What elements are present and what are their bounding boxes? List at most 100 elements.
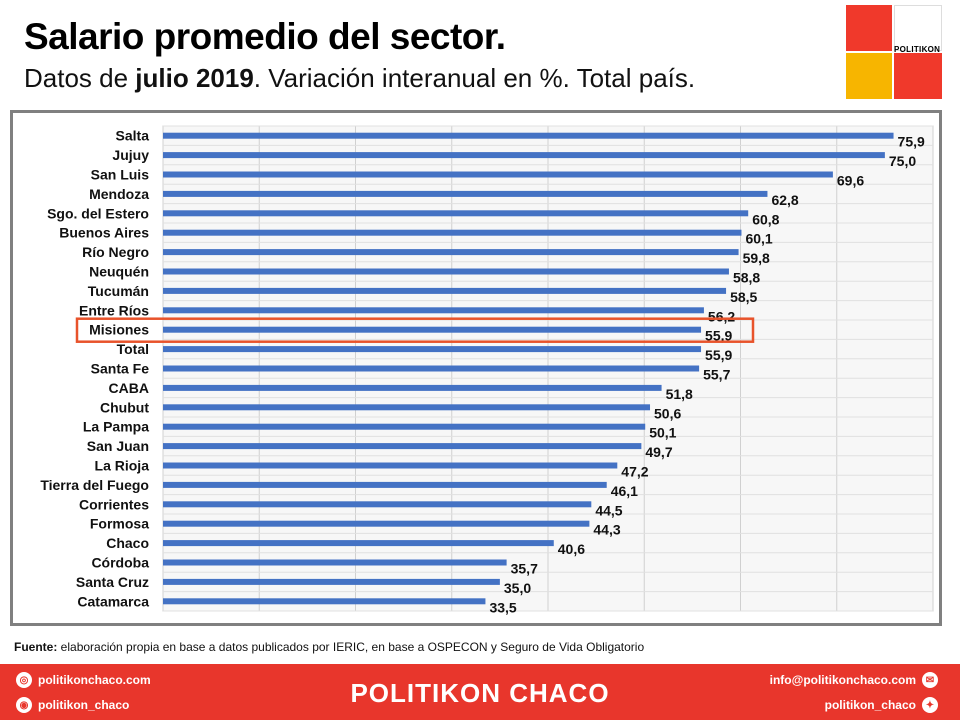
category-label: CABA (109, 380, 149, 396)
source-note: Fuente: elaboración propia en base a dat… (14, 640, 644, 654)
category-label: Neuquén (89, 264, 149, 280)
value-label: 60,8 (752, 211, 779, 227)
bar (163, 365, 700, 372)
bar (163, 423, 646, 430)
bar (163, 384, 662, 391)
politikon-logo: POLITIKON (846, 5, 942, 99)
page-subtitle: Datos de julio 2019. Variación interanua… (24, 63, 695, 94)
footer-email[interactable]: info@politikonchaco.com ✉ (770, 672, 938, 688)
value-label: 55,9 (705, 328, 732, 344)
value-label: 58,8 (733, 270, 760, 286)
footer-instagram-text: politikon_chaco (38, 698, 130, 712)
footer-email-text: info@politikonchaco.com (769, 673, 916, 687)
category-label: Jujuy (112, 147, 149, 163)
value-label: 59,8 (743, 250, 770, 266)
logo-square-yellow (846, 53, 892, 99)
highlight-box (75, 317, 755, 343)
category-label: Córdoba (91, 555, 149, 571)
category-label: Santa Cruz (76, 574, 149, 590)
category-label: San Juan (87, 438, 149, 454)
page-title: Salario promedio del sector. (24, 16, 506, 57)
bar (163, 443, 642, 450)
bar (163, 307, 704, 314)
bar (163, 210, 749, 217)
category-label: Tucumán (88, 283, 149, 299)
subtitle-suffix: . Variación interanual en %. Total país. (253, 63, 696, 93)
value-label: 75,0 (889, 153, 916, 169)
bar (163, 326, 702, 333)
bar-chart: Salta 75,9 Jujuy 75,0 San Luis 69,6 Mendoza 62,… (40, 125, 934, 615)
category-label: La Rioja (95, 458, 150, 474)
bar (163, 249, 739, 256)
value-label: 55,9 (705, 347, 732, 363)
value-label: 47,2 (621, 464, 648, 480)
value-label: 49,7 (645, 444, 672, 460)
value-label: 69,6 (837, 173, 864, 189)
category-label: Mendoza (89, 186, 149, 202)
logo-square-red-bottom (894, 53, 942, 99)
footer-twitter-text: politikon_chaco (824, 698, 916, 712)
bar (163, 287, 727, 294)
footer-bar: ◎ politikonchaco.com ◉ politikon_chaco POL… (0, 664, 960, 720)
value-label: 75,9 (898, 134, 925, 150)
value-label: 44,3 (593, 522, 620, 538)
category-label: Salta (116, 128, 150, 144)
bar (163, 578, 500, 585)
value-label: 35,7 (511, 561, 538, 577)
bar (163, 404, 651, 411)
bar (163, 540, 554, 547)
bar (163, 501, 592, 508)
value-label: 50,1 (649, 425, 676, 441)
footer-web-text: politikonchaco.com (38, 673, 151, 687)
footer-web[interactable]: ◎ politikonchaco.com (16, 672, 151, 688)
bar (163, 171, 833, 178)
bar (163, 481, 607, 488)
category-label: Tierra del Fuego (40, 477, 149, 493)
globe-icon: ◎ (16, 672, 32, 688)
source-label: Fuente: (14, 640, 58, 654)
value-label: 35,0 (504, 580, 531, 596)
twitter-icon: ✦ (922, 697, 938, 713)
bar (163, 229, 742, 236)
chart-panel: Salta 75,9 Jujuy 75,0 San Luis 69,6 Mendoza 62,… (10, 110, 942, 626)
category-label: Corrientes (79, 496, 149, 512)
category-label: Misiones (89, 322, 149, 338)
footer-twitter[interactable]: politikon_chaco ✦ (825, 697, 938, 713)
category-label: Buenos Aires (59, 225, 149, 241)
category-label: Formosa (90, 516, 149, 532)
value-label: 55,7 (703, 367, 730, 383)
bar (163, 559, 507, 566)
logo-text: POLITIKON (894, 45, 941, 54)
value-label: 60,1 (745, 231, 772, 247)
value-label: 62,8 (771, 192, 798, 208)
footer-instagram[interactable]: ◉ politikon_chaco (16, 697, 129, 713)
subtitle-prefix: Datos de (24, 63, 136, 93)
instagram-icon: ◉ (16, 697, 32, 713)
bar (163, 462, 618, 469)
category-label: Chaco (106, 535, 149, 551)
value-label: 46,1 (611, 483, 638, 499)
bar (163, 598, 486, 605)
category-label: Catamarca (77, 593, 149, 609)
bar (163, 190, 768, 197)
bar (163, 346, 702, 353)
category-label: Río Negro (82, 244, 149, 260)
value-label: 58,5 (730, 289, 757, 305)
email-icon: ✉ (922, 672, 938, 688)
category-label: San Luis (91, 167, 150, 183)
value-label: 56,2 (708, 308, 735, 324)
value-label: 40,6 (558, 541, 585, 557)
category-label: Entre Ríos (79, 302, 149, 318)
subtitle-date: julio 2019 (135, 63, 254, 93)
category-label: Chubut (100, 399, 149, 415)
bar (163, 520, 590, 527)
bar (163, 132, 894, 139)
source-text: elaboración propia en base a datos publi… (57, 640, 645, 654)
value-label: 51,8 (666, 386, 693, 402)
value-label: 44,5 (595, 502, 622, 518)
logo-square-white (894, 5, 942, 51)
footer-brand: POLITIKON CHACO (350, 678, 610, 708)
category-label: Santa Fe (91, 361, 150, 377)
logo-square-red (846, 5, 892, 51)
category-label: Sgo. del Estero (47, 205, 149, 221)
